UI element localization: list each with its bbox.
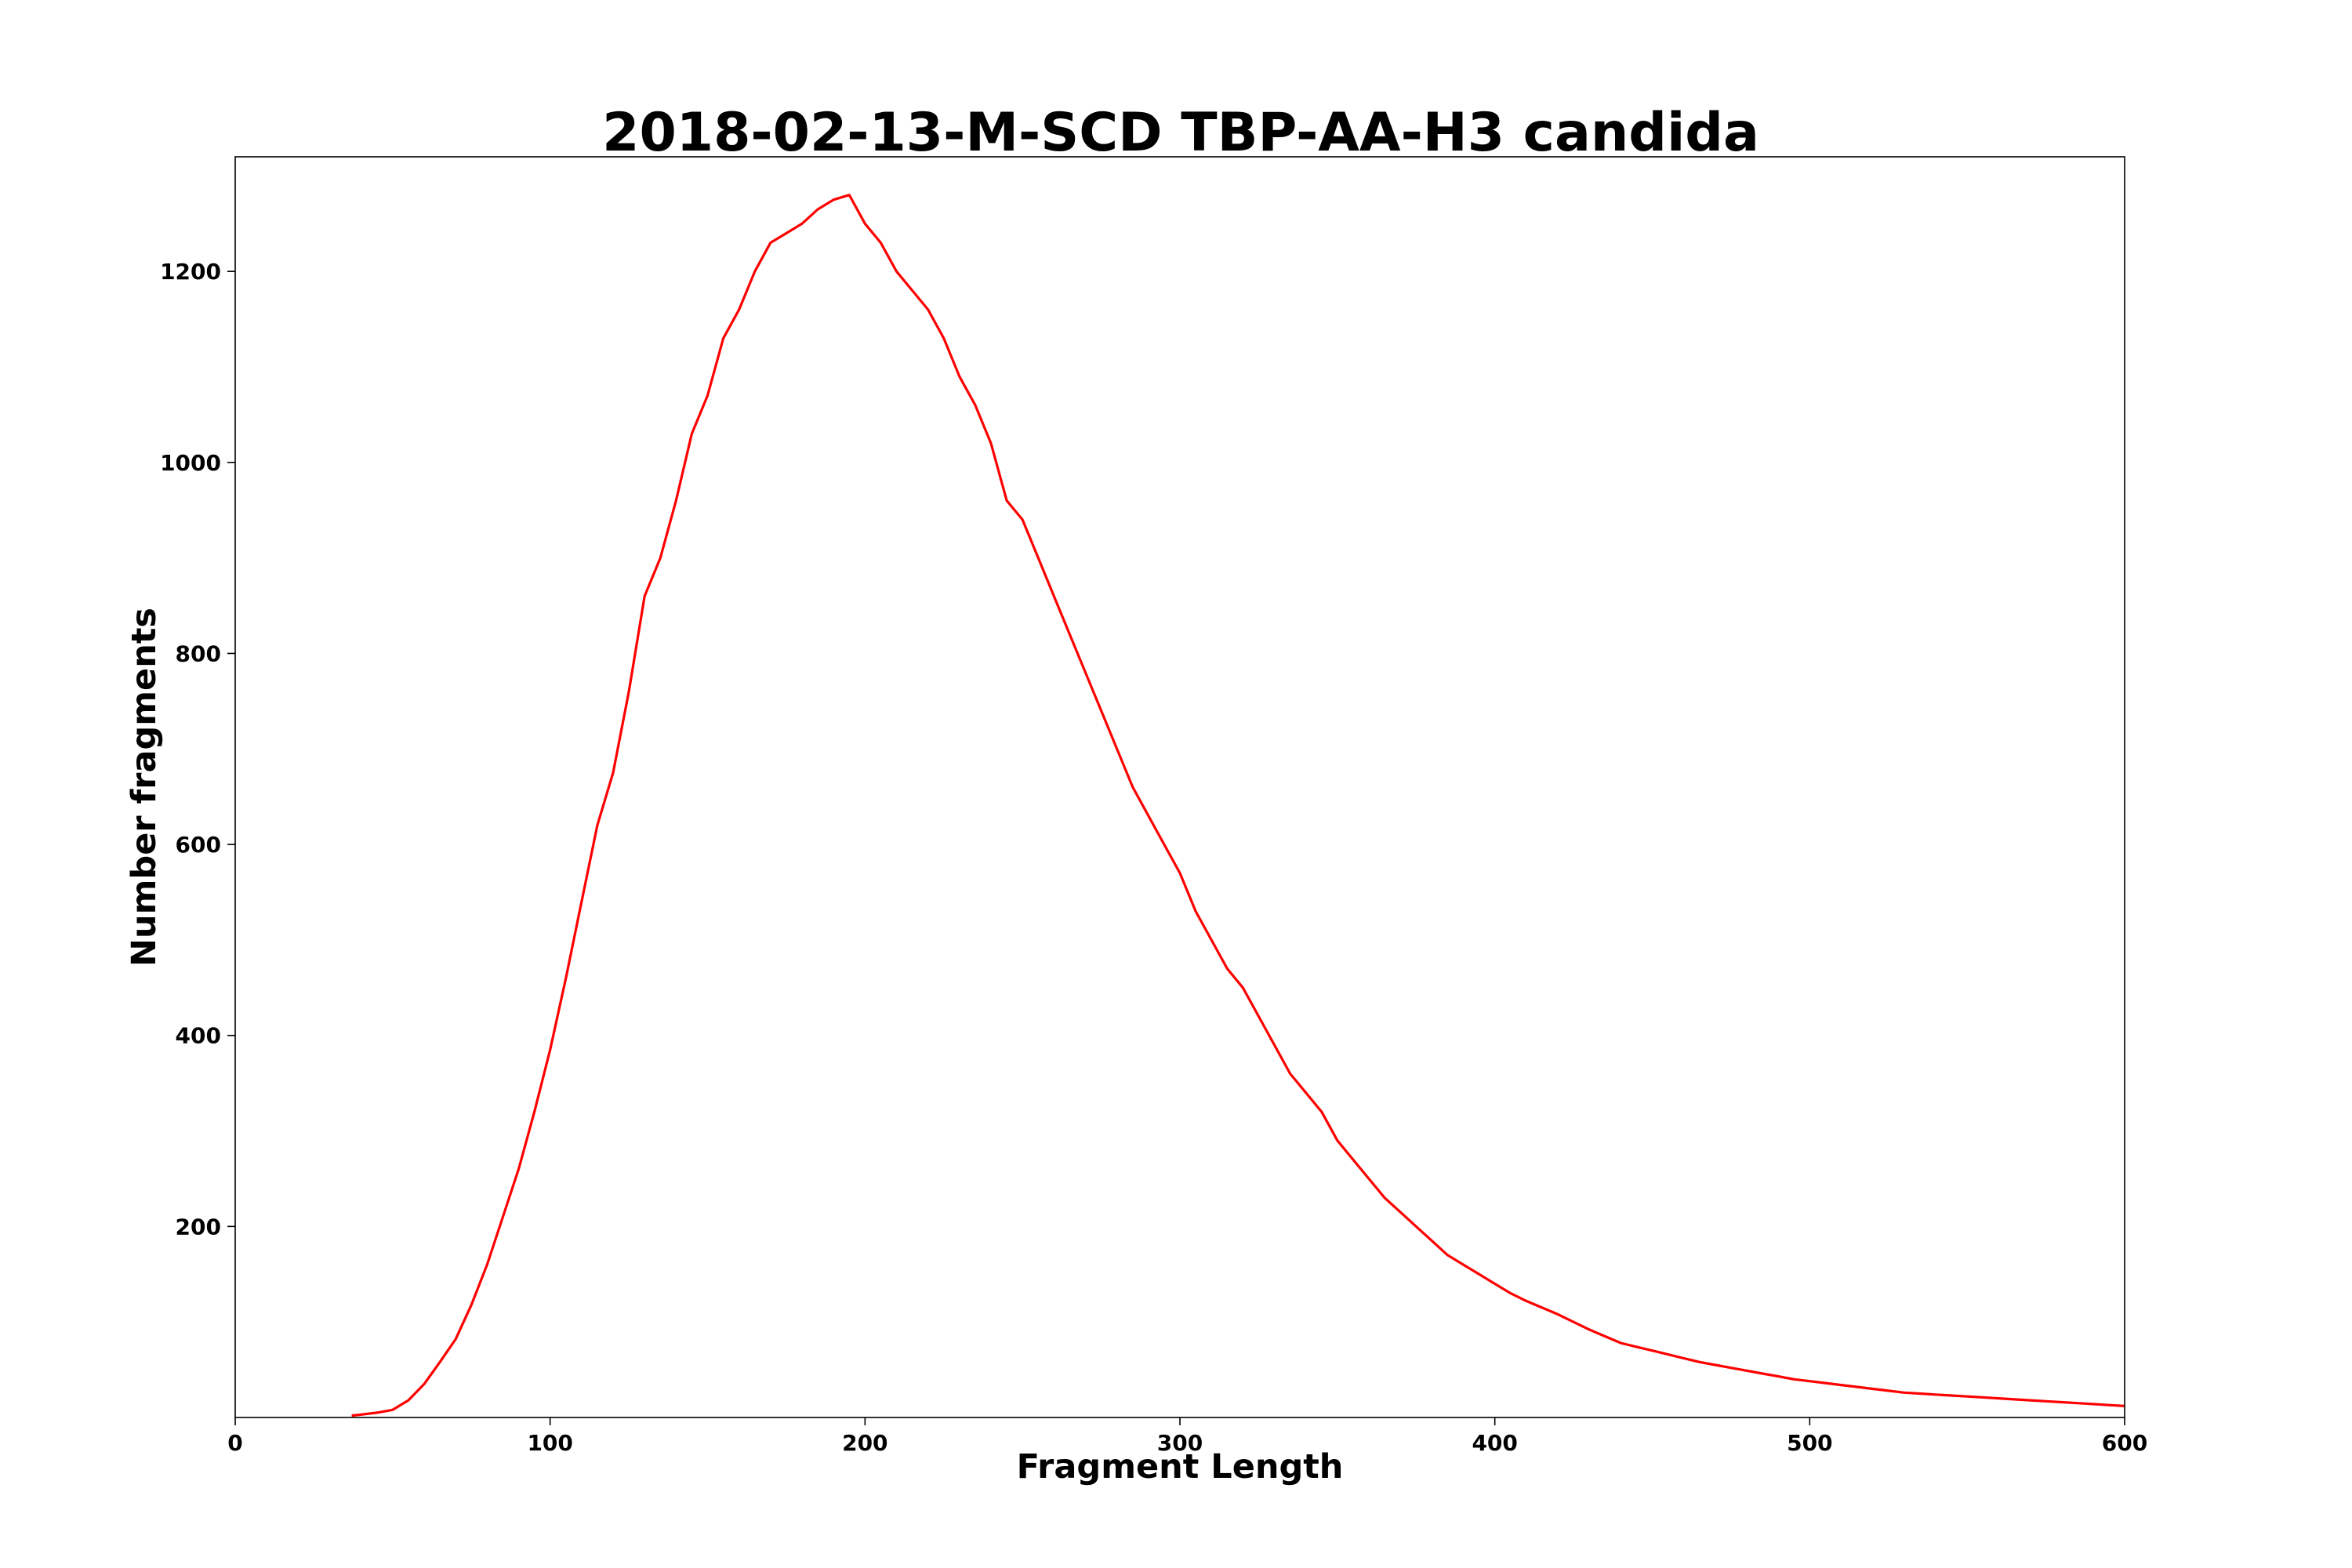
chart-title: 2018-02-13-M-SCD TBP-AA-H3 candida [602,102,1759,164]
x-tick-label: 100 [527,1430,572,1456]
y-tick-label: 600 [176,832,221,858]
x-tick-label: 300 [1157,1430,1203,1456]
fragment-count-line [351,194,2125,1417]
x-axis-label: Fragment Length [1017,1447,1344,1486]
y-tick-label: 800 [176,641,221,666]
y-tick-label: 200 [176,1214,221,1240]
y-axis-ticks: 200 400 600 800 1000 1200 [160,259,235,1240]
x-tick-label: 600 [2102,1430,2147,1456]
y-tick-label: 1200 [160,259,221,285]
y-axis-label: Number fragments [125,608,164,967]
x-tick-label: 0 [227,1430,242,1456]
y-tick-label: 400 [176,1023,221,1049]
y-tick-label: 1000 [160,450,221,476]
x-axis-ticks: 0 100 200 300 400 500 600 [227,1417,2147,1456]
x-tick-label: 500 [1787,1430,1832,1456]
x-tick-label: 400 [1472,1430,1517,1456]
x-tick-label: 200 [842,1430,887,1456]
plot-area-frame [234,156,2125,1418]
